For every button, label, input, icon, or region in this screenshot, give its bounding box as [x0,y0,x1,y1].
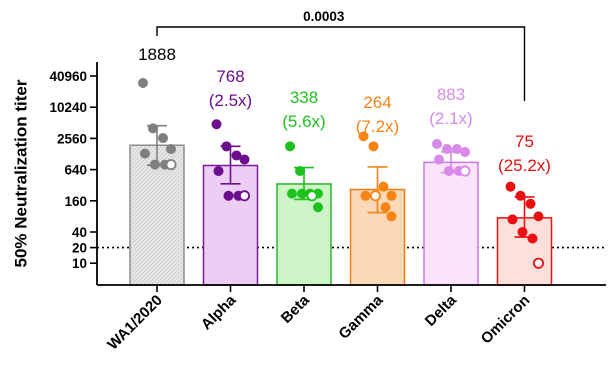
x-tick-label: Omicron [478,292,534,348]
data-point [211,119,222,130]
data-point [223,190,234,201]
data-point [238,190,250,202]
data-point [527,233,538,244]
data-point [294,166,305,177]
data-point [360,190,371,201]
y-tick-label: 20 [72,241,87,256]
fold-change-label: (2.1x) [429,109,472,128]
y-axis-label: 50% Neutralization titer [11,79,30,267]
data-point [149,159,160,170]
fold-change-label: (2.5x) [209,91,252,110]
data-point [533,257,545,269]
fold-change-label: (5.6x) [282,112,325,131]
data-point [231,150,242,161]
p-value-label: 0.0003 [303,9,345,24]
y-tick-label: 40960 [49,69,87,84]
x-tick-label: WA1/2020 [104,292,166,354]
y-tick-label: 640 [64,163,87,178]
data-point [507,214,518,225]
data-point [137,78,148,89]
data-point [533,211,544,222]
data-point [213,166,224,177]
x-tick-label: Beta [278,291,313,326]
data-point [284,141,295,152]
value-label: 75 [515,132,534,151]
data-point [378,181,389,192]
data-point [459,146,470,157]
data-point [443,166,454,177]
x-tick-label: Gamma [335,291,386,342]
bar [423,161,479,286]
data-point [165,143,176,154]
bar-group-omicron: 75 (25.2x) [496,132,553,286]
data-point [296,188,307,199]
data-point [433,154,444,165]
data-point [515,190,526,201]
bar-group-beta: 338 (5.6x) [276,88,332,286]
bar-group-delta: 883 (2.1x) [423,85,479,286]
x-tick-label: Delta [422,291,460,329]
data-point [221,141,232,152]
data-point [368,141,379,152]
y-tick-label: 10 [72,256,87,271]
data-point [386,190,397,201]
y-tick-label: 2560 [57,131,87,146]
data-point [525,198,536,209]
bracket-line [156,26,526,101]
bar [202,164,259,286]
data-point [369,190,381,202]
data-point [139,148,150,159]
y-tick-label: 160 [64,194,87,209]
data-point [306,190,318,202]
y-tick-label: 40 [72,225,87,240]
bars: 1888 768 (2.5x) 338 (5.6x) 264 (7.2x) 883 (2.1x)… [129,45,553,286]
fold-change-label: (25.2x) [498,156,551,175]
x-tick-label: Alpha [198,291,240,333]
x-axis: WA1/2020 Alpha Beta Gamma Delta Omicron [97,284,606,354]
y-tick-label: 10240 [49,100,87,115]
data-point [431,138,442,149]
data-point [386,211,397,222]
data-point [286,188,297,199]
value-label: 1888 [138,45,176,64]
data-point [239,154,250,165]
value-label: 338 [290,88,318,107]
data-point [157,133,168,144]
data-point [517,226,528,237]
bar-group-alpha: 768 (2.5x) [202,67,259,286]
data-point [459,165,471,177]
fold-change-label: (7.2x) [356,117,399,136]
comparison-bracket: 0.0003 [156,9,526,101]
data-point [165,159,177,171]
data-point [380,202,391,213]
data-point [441,143,452,154]
value-label: 768 [216,67,244,86]
data-point [312,202,323,213]
data-point [358,131,369,142]
value-label: 264 [363,93,391,112]
bar-group-wa1-2020: 1888 [129,45,185,286]
bar-group-gamma: 264 (7.2x) [349,93,406,286]
value-label: 883 [437,85,465,104]
data-point [147,123,158,134]
data-point [505,181,516,192]
